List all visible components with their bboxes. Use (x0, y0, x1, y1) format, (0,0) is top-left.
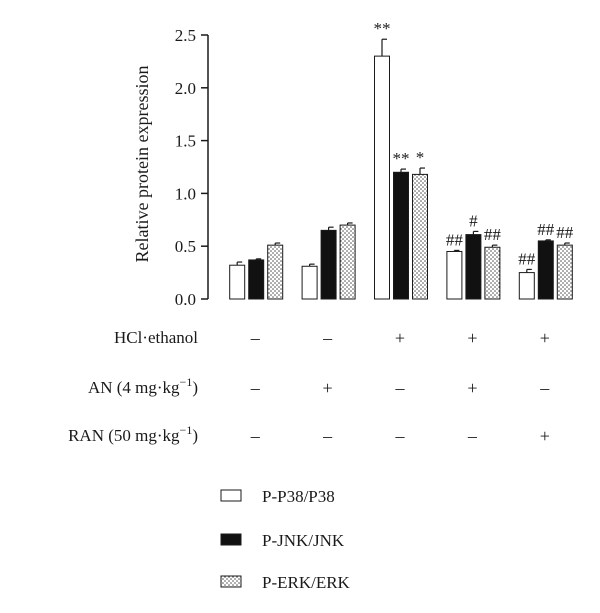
treatment-row-label: RAN (50 mg·kg−1) (68, 423, 198, 445)
legend-swatch (220, 489, 242, 502)
legend-label: P-ERK/ERK (262, 573, 351, 592)
treatment-mark: – (322, 426, 333, 446)
treatment-mark: + (540, 328, 550, 348)
bar (374, 55, 390, 300)
legend-swatch (220, 533, 242, 546)
treatment-mark: – (467, 426, 478, 446)
treatment-mark: – (539, 378, 550, 398)
bars (229, 38, 573, 300)
bar (320, 229, 337, 300)
significance-marker: ## (518, 249, 536, 268)
legend-label: P-JNK/JNK (262, 531, 345, 550)
treatment-mark: – (250, 378, 261, 398)
treatment-table: HCl·ethanol – – + + + AN (4 mg·kg−1) – + – + – RAN (… (68, 328, 550, 446)
bar (229, 264, 246, 300)
treatment-mark: + (540, 426, 550, 446)
treatment-mark: – (250, 328, 261, 348)
legend-label: P-P38/P38 (262, 487, 335, 506)
legend: P-P38/P38 P-JNK/JNK P-ERK/ERK (220, 487, 351, 592)
treatment-row-label: HCl·ethanol (114, 328, 198, 347)
y-tick-label: 2.5 (175, 26, 196, 45)
significance-marker: ** (393, 149, 410, 168)
significance-marker: # (469, 211, 478, 230)
bar (412, 173, 428, 300)
significance-marker: ## (446, 230, 464, 249)
significance-marker: ## (537, 220, 555, 239)
significance-marker: ## (556, 223, 574, 242)
treatment-mark: + (467, 378, 477, 398)
treatment-mark: + (323, 378, 333, 398)
bar (248, 259, 265, 300)
significance-marker: * (416, 148, 425, 167)
bar (267, 244, 284, 300)
treatment-mark: – (395, 426, 406, 446)
treatment-mark: – (322, 328, 333, 348)
treatment-row-label: AN (4 mg·kg−1) (88, 375, 198, 397)
significance-marker: ## (484, 225, 502, 244)
axes: 0.0 0.5 1.0 1.5 2.0 2.5 Relative protein expre… (132, 26, 209, 309)
treatment-mark: – (395, 378, 406, 398)
bar (518, 272, 535, 300)
treatment-mark: + (395, 328, 405, 348)
y-tick-label: 0.0 (175, 290, 196, 309)
significance-marker: ** (374, 19, 391, 38)
bar (484, 246, 501, 300)
bar (465, 234, 482, 300)
legend-swatch (220, 575, 242, 588)
y-tick-label: 2.0 (175, 79, 196, 98)
bar (393, 171, 409, 300)
y-tick-label: 0.5 (175, 237, 196, 256)
y-axis-title: Relative protein expression (132, 66, 152, 263)
bar (339, 224, 356, 300)
treatment-mark: + (467, 328, 477, 348)
y-tick-label: 1.0 (175, 184, 196, 203)
bar (446, 250, 463, 300)
treatment-mark: – (250, 426, 261, 446)
y-tick-label: 1.5 (175, 132, 196, 151)
bar (556, 244, 573, 300)
significance-markers: **** *######### ## (374, 19, 574, 268)
bar (537, 240, 554, 300)
bar (301, 265, 318, 300)
